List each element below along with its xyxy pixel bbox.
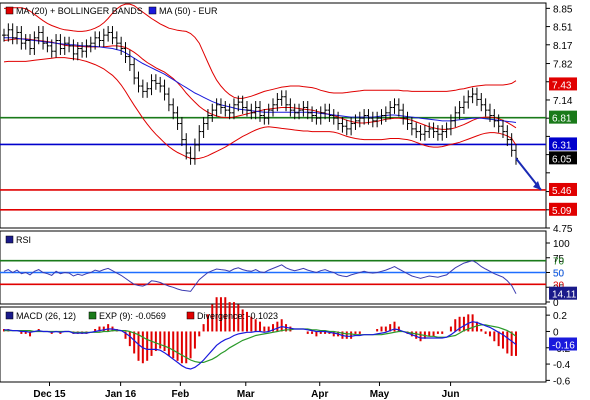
y-tick-label: 8.85 — [553, 4, 573, 15]
y-tick-label: 50 — [553, 269, 565, 280]
y-tick-label: 0.2 — [553, 311, 567, 322]
legend-label: MA (50) - EUR — [159, 6, 218, 16]
legend-label: EXP (9): -0.0569 — [99, 311, 166, 321]
x-tick-label: Feb — [171, 389, 189, 400]
marker-tag-bg — [549, 77, 577, 91]
bollinger-upper — [4, 3, 517, 99]
x-axis: Dec 15 Jan 16 Feb Mar Apr May Jun — [33, 382, 459, 400]
x-tick-label: Dec 15 — [33, 389, 66, 400]
legend-label: Divergence: -0.1023 — [197, 311, 278, 321]
level-tag: 5.46 — [552, 186, 572, 197]
rsi-current-tag: 14.11 — [552, 290, 577, 301]
level-tag: 5.09 — [552, 206, 572, 217]
y-tick-label: 7.14 — [553, 96, 573, 107]
rsi-line — [3, 260, 517, 294]
level-tag-bg — [549, 137, 577, 151]
marker-tag: 7.43 — [552, 80, 572, 91]
rsi-level-label: 30 — [553, 280, 565, 291]
rsi-level-label: 50 — [553, 269, 565, 280]
level-tag-bg — [549, 110, 577, 124]
y-tick-label: 4.75 — [553, 224, 573, 235]
level-tag: 6.81 — [552, 114, 572, 125]
y-tick-label: 0 — [553, 298, 559, 309]
legend-swatch — [88, 311, 97, 320]
y-tick-label: 0 — [553, 327, 559, 338]
y-tick-label: 8.51 — [553, 23, 573, 34]
legend-label: MACD (26, 12) — [16, 311, 76, 321]
level-tag-bg — [549, 202, 577, 216]
y-tick-label: 8.17 — [553, 41, 573, 52]
rsi-level-label: 70 — [553, 257, 565, 268]
macd-line — [4, 321, 517, 370]
price-panel: 8.858.518.177.827.487.144.756.816.315.46… — [0, 2, 577, 235]
rsi-current-tag-bg — [549, 286, 577, 300]
x-tick-label: Apr — [311, 389, 328, 400]
y-tick-label: 7.82 — [553, 60, 573, 71]
y-tick-label: 75 — [553, 254, 565, 265]
x-tick-label: Mar — [237, 389, 255, 400]
legend-swatch — [5, 6, 14, 15]
legend-label: MA (20) + BOLLINGER BANDS — [16, 6, 143, 16]
forecast-arrowhead — [533, 180, 541, 190]
legend-swatch — [186, 311, 195, 320]
level-tag: 6.31 — [552, 140, 572, 151]
legend-swatch — [5, 311, 14, 320]
legend-swatch — [5, 235, 14, 244]
panel-frame — [0, 230, 547, 305]
level-tag-bg — [549, 182, 577, 196]
x-tick-label: May — [370, 389, 390, 400]
bollinger-lower — [3, 57, 517, 160]
macd-current-tag: -0.16 — [552, 341, 575, 352]
macd-current-tag-bg — [549, 337, 577, 351]
y-tick-label: 100 — [553, 239, 570, 250]
y-tick-label: -0.6 — [553, 376, 571, 387]
marker-tag: 6.05 — [552, 154, 572, 165]
y-tick-label: -0.4 — [553, 360, 571, 371]
legend-swatch — [148, 6, 157, 15]
marker-tag-bg — [549, 151, 577, 165]
x-tick-label: Jun — [442, 389, 460, 400]
x-tick-label: Jan 16 — [105, 389, 137, 400]
legend-label: RSI — [16, 235, 31, 245]
